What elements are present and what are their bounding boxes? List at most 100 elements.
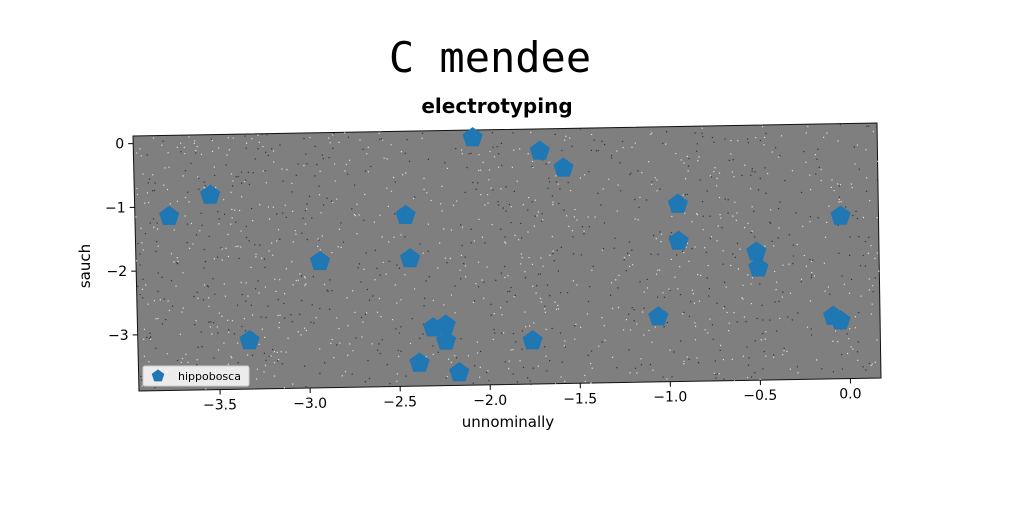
noise-speck	[755, 137, 757, 139]
noise-speck	[277, 299, 279, 301]
noise-speck	[633, 309, 635, 311]
noise-speck	[422, 252, 424, 254]
data-point	[830, 205, 851, 225]
noise-speck	[716, 373, 718, 375]
noise-speck	[245, 236, 248, 239]
noise-speck	[245, 147, 247, 149]
noise-speck	[611, 155, 613, 157]
noise-speck	[753, 210, 755, 212]
noise-speck	[318, 239, 320, 241]
noise-speck	[617, 287, 619, 289]
noise-speck	[245, 300, 247, 302]
noise-speck	[152, 137, 155, 139]
noise-speck	[367, 171, 369, 173]
noise-speck	[376, 267, 378, 269]
noise-speck	[444, 257, 446, 259]
noise-speck	[800, 281, 802, 283]
noise-speck	[150, 338, 152, 340]
noise-speck	[856, 217, 858, 220]
noise-speck	[532, 166, 534, 169]
noise-speck	[221, 248, 223, 250]
noise-speck	[512, 373, 514, 375]
noise-speck	[146, 336, 148, 339]
noise-speck	[579, 177, 581, 179]
noise-speck	[839, 124, 841, 126]
noise-speck	[751, 168, 753, 170]
noise-speck	[712, 338, 714, 340]
noise-speck	[223, 283, 225, 285]
noise-speck	[764, 167, 766, 169]
noise-speck	[386, 158, 388, 160]
noise-speck	[237, 342, 239, 344]
noise-speck	[713, 141, 715, 143]
noise-speck	[383, 157, 385, 159]
noise-speck	[542, 265, 544, 267]
noise-speck	[721, 227, 723, 229]
noise-speck	[247, 354, 249, 356]
noise-speck	[574, 338, 576, 340]
noise-speck	[445, 377, 447, 379]
noise-speck	[540, 257, 542, 259]
noise-speck	[591, 133, 593, 136]
noise-speck	[761, 304, 763, 306]
noise-speck	[837, 183, 839, 185]
noise-speck	[688, 260, 690, 262]
noise-speck	[833, 190, 835, 192]
noise-speck	[277, 314, 279, 317]
noise-speck	[305, 153, 307, 155]
noise-speck	[353, 214, 355, 216]
noise-speck	[460, 254, 462, 256]
noise-speck	[783, 347, 785, 349]
noise-speck	[536, 285, 538, 287]
x-axis-ticks: −3.5 −3.0 −2.5 −2.0 −1.5 −1.0 −0.5 0.0	[203, 378, 862, 414]
noise-speck	[142, 173, 144, 175]
noise-speck	[713, 372, 716, 374]
noise-speck	[732, 159, 734, 161]
noise-speck	[466, 167, 468, 169]
noise-speck	[559, 188, 561, 190]
noise-speck	[718, 172, 721, 174]
noise-speck	[208, 297, 210, 299]
noise-speck	[379, 214, 381, 216]
noise-speck	[440, 203, 442, 205]
noise-speck	[179, 333, 181, 335]
noise-speck	[331, 252, 333, 254]
noise-speck	[361, 336, 363, 338]
noise-speck	[817, 148, 819, 150]
noise-speck	[865, 149, 867, 151]
noise-speck	[374, 279, 376, 281]
noise-speck	[625, 270, 627, 272]
noise-speck	[385, 273, 387, 275]
noise-speck	[849, 254, 851, 256]
noise-speck	[196, 146, 198, 148]
noise-speck	[187, 361, 189, 363]
noise-speck	[336, 198, 338, 200]
noise-speck	[153, 189, 156, 192]
noise-speck	[464, 256, 466, 258]
noise-speck	[696, 150, 698, 152]
noise-speck	[297, 163, 299, 165]
noise-speck	[320, 212, 322, 214]
noise-speck	[670, 258, 672, 260]
noise-speck	[555, 181, 558, 183]
noise-speck	[632, 264, 634, 266]
noise-speck	[514, 294, 516, 296]
noise-speck	[686, 193, 688, 195]
noise-speck	[142, 278, 144, 280]
noise-speck	[659, 269, 661, 271]
noise-speck	[704, 247, 706, 249]
noise-speck	[319, 348, 321, 350]
noise-speck	[378, 132, 380, 134]
noise-speck	[669, 349, 671, 351]
noise-speck	[218, 223, 220, 225]
noise-speck	[704, 329, 706, 331]
noise-speck	[756, 317, 758, 320]
noise-speck	[714, 373, 716, 375]
noise-speck	[456, 200, 458, 202]
noise-speck	[270, 355, 272, 357]
noise-speck	[634, 218, 636, 220]
noise-speck	[278, 358, 280, 361]
noise-speck	[312, 275, 314, 278]
noise-speck	[531, 201, 533, 203]
noise-speck	[637, 219, 639, 221]
